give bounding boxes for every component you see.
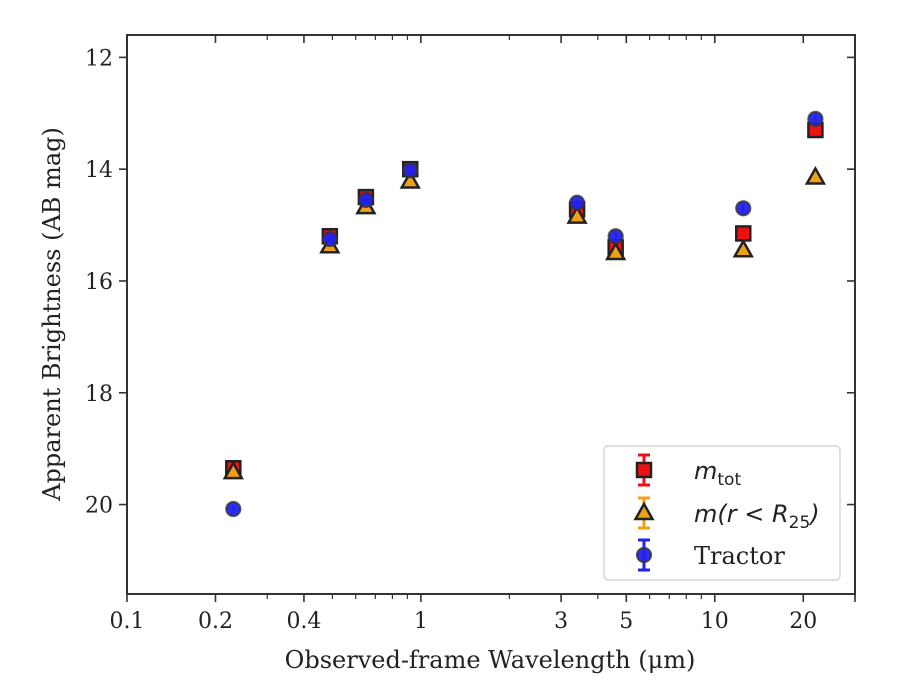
data-point-square bbox=[735, 225, 752, 242]
legend-marker-triangle bbox=[633, 501, 655, 521]
y-tick-label: 16 bbox=[85, 270, 113, 295]
y-axis: 12 14 16 18 20 bbox=[85, 46, 855, 519]
data-markers bbox=[222, 110, 827, 518]
y-tick-label: 12 bbox=[85, 46, 113, 71]
y-tick-label: 20 bbox=[85, 494, 113, 519]
data-point-circle bbox=[357, 191, 375, 209]
x-tick-label: 3 bbox=[554, 609, 568, 634]
legend-marker-circle bbox=[635, 546, 653, 564]
plot-frame bbox=[126, 34, 856, 595]
data-point-triangle bbox=[399, 169, 421, 189]
data-point-triangle bbox=[732, 238, 754, 258]
data-point-circle bbox=[607, 228, 624, 245]
x-tick-label: 10 bbox=[701, 609, 729, 634]
x-tick-label: 5 bbox=[619, 609, 633, 634]
x-tick-label: 0.2 bbox=[198, 609, 233, 634]
data-point-circle bbox=[402, 162, 419, 179]
y-tick-label: 14 bbox=[85, 158, 113, 183]
legend-marker-square bbox=[635, 461, 653, 479]
plot-area bbox=[126, 34, 856, 595]
data-point-triangle bbox=[605, 241, 627, 261]
x-tick-label: 0.1 bbox=[110, 609, 145, 634]
legend-label: m(r < R25) bbox=[694, 500, 820, 533]
data-point-triangle bbox=[804, 166, 827, 185]
data-point-circle bbox=[568, 194, 586, 211]
data-point-triangle bbox=[222, 460, 244, 480]
data-point-circle bbox=[321, 230, 338, 248]
legend-label: mtot bbox=[694, 457, 741, 490]
data-point-circle bbox=[225, 500, 242, 518]
y-tick-label: 18 bbox=[85, 382, 113, 407]
data-point-triangle bbox=[566, 205, 588, 224]
legend-box bbox=[603, 445, 841, 581]
y-axis-title: Apparent Brightness (AB mag) bbox=[38, 127, 66, 502]
x-tick-label: 0.4 bbox=[286, 609, 321, 634]
x-axis-title: Observed-frame Wavelength (μm) bbox=[285, 646, 696, 674]
legend: mtot m(r < R25) Tractor bbox=[603, 445, 841, 581]
x-axis: 0.1 0.2 0.4 1 3 5 10 20 bbox=[110, 35, 856, 634]
x-tick-label: 1 bbox=[414, 609, 428, 634]
legend-label: Tractor bbox=[694, 542, 785, 570]
data-point-circle bbox=[735, 200, 752, 217]
x-tick-label: 20 bbox=[789, 609, 817, 634]
data-point-circle bbox=[807, 110, 824, 127]
